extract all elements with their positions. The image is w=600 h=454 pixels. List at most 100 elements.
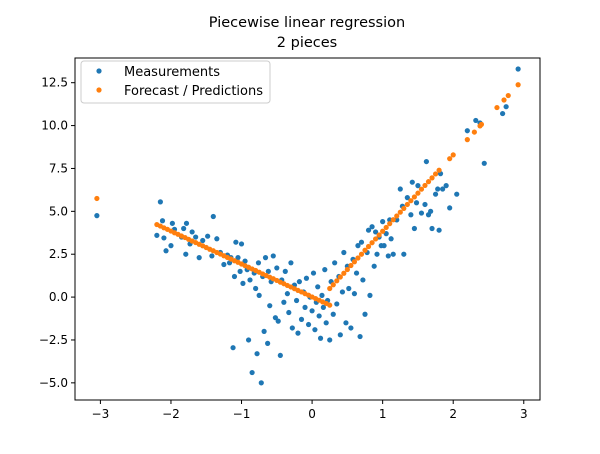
measurement-point (337, 332, 343, 338)
measurement-point (231, 273, 238, 280)
measurement-point (262, 255, 269, 261)
measurement-point (357, 333, 363, 340)
prediction-point (369, 240, 375, 246)
measurement-point (272, 315, 278, 321)
prediction-point (411, 194, 418, 200)
legend-marker-predictions (96, 87, 102, 93)
measurement-point (189, 229, 195, 235)
measurement-point (443, 183, 449, 189)
measurement-point (230, 345, 236, 351)
y-tick-label: 5.0 (49, 204, 68, 218)
x-tick-label: −2 (162, 407, 180, 421)
prediction-point (341, 270, 347, 276)
x-tick-label: −3 (92, 407, 110, 421)
x-tick-label: 2 (449, 407, 457, 421)
measurement-point (245, 337, 252, 343)
prediction-point (397, 209, 403, 215)
measurement-point (330, 311, 336, 317)
measurement-point (374, 251, 380, 257)
measurement-point (183, 220, 190, 226)
prediction-point (327, 285, 333, 292)
measurement-point (429, 225, 435, 232)
prediction-point (365, 243, 372, 250)
measurement-point (381, 243, 387, 249)
measurement-point (413, 200, 420, 206)
measurement-point (362, 311, 368, 317)
y-tick-label: 10.0 (41, 119, 68, 133)
prediction-point (471, 129, 477, 135)
chart-title: Piecewise linear regression (209, 15, 405, 31)
measurement-point (277, 352, 283, 359)
measurement-point (286, 309, 292, 316)
measurement-point (157, 199, 163, 205)
x-tick-label: 1 (379, 407, 387, 421)
axis-ticks: −3 −2 −1 0 1 2 3 −5.0 −2.5 0.0 2.5 5.0 7.5 10.0 12.5 (39, 76, 528, 421)
measurement-point (397, 186, 403, 192)
prediction-point (394, 213, 400, 219)
measurement-point (181, 225, 187, 232)
plot-marks (94, 66, 521, 386)
measurement-point (240, 280, 246, 286)
measurement-point (348, 325, 354, 331)
prediction-point (376, 232, 382, 238)
prediction-point (337, 274, 343, 280)
prediction-point (362, 247, 368, 253)
measurement-point (210, 213, 216, 220)
measurement-point (274, 265, 280, 271)
measurement-point (332, 260, 338, 266)
measurement-point (436, 227, 442, 233)
legend-marker-measurements (96, 68, 102, 74)
prediction-point (501, 97, 507, 103)
measurement-point (261, 328, 267, 334)
measurement-point (242, 258, 248, 264)
measurement-point (275, 318, 281, 324)
x-tick-label: 3 (520, 407, 528, 421)
measurement-point (256, 292, 262, 298)
y-tick-label: −5.0 (39, 376, 68, 390)
prediction-point (355, 255, 361, 261)
prediction-point (327, 302, 333, 308)
measurement-point (235, 255, 241, 261)
measurement-point (404, 195, 410, 201)
measurement-point (358, 239, 365, 245)
measurement-point (302, 304, 308, 310)
measurement-point (253, 285, 259, 292)
prediction-point (408, 198, 414, 204)
measurement-point (249, 369, 255, 376)
measurement-point (305, 321, 312, 328)
measurement-point (408, 212, 414, 218)
measurement-point (295, 330, 301, 336)
measurement-point (367, 292, 373, 298)
prediction-point (418, 186, 425, 192)
measurement-point (265, 268, 271, 274)
measurement-point (310, 270, 317, 276)
prediction-point (464, 137, 470, 143)
legend: Measurements Forecast / Predictions (80, 60, 271, 104)
measurement-point (221, 261, 227, 268)
y-tick-label: 0.0 (49, 290, 68, 304)
prediction-point (447, 156, 453, 162)
measurement-point (327, 337, 333, 343)
prediction-point (358, 251, 365, 257)
measurement-point (169, 220, 175, 226)
measurement-point (209, 253, 215, 259)
prediction-point (344, 266, 350, 273)
measurement-point (289, 325, 295, 331)
prediction-point (390, 217, 396, 223)
measurement-point (365, 227, 372, 233)
measurement-point (293, 297, 300, 304)
y-tick-label: 2.5 (49, 247, 68, 261)
measurement-point (282, 268, 288, 274)
prediction-point (425, 179, 432, 185)
measurement-point (380, 219, 386, 225)
prediction-point (383, 224, 389, 231)
legend-box (80, 60, 271, 104)
measurement-point (440, 186, 446, 192)
measurement-point (454, 191, 460, 197)
axes-frame (74, 57, 541, 401)
measurement-point (422, 201, 428, 208)
series-predictions (94, 82, 521, 308)
prediction-point (450, 152, 456, 158)
measurement-point (214, 236, 220, 242)
